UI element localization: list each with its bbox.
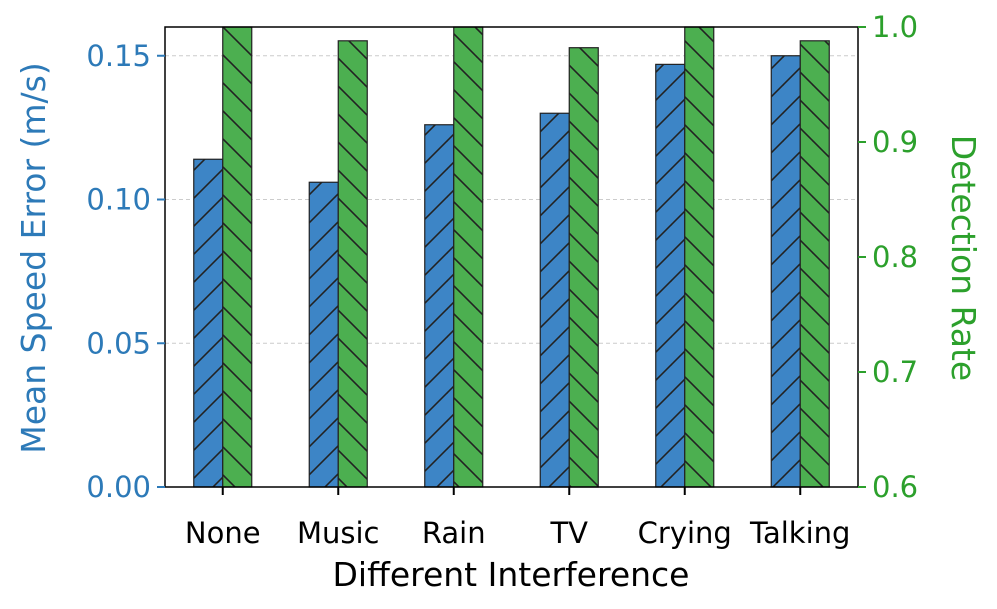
right-tick-label: 0.7 xyxy=(872,355,918,389)
bar-detection-rate-hatch xyxy=(338,40,368,488)
bar-detection-rate-hatch xyxy=(222,27,252,487)
x-axis-title: Different Interference xyxy=(333,555,690,594)
x-tick-label: None xyxy=(185,516,261,550)
bar-detection-rate-hatch xyxy=(800,40,830,488)
gridlines xyxy=(165,55,858,488)
left-axis: 0.00 0.05 0.10 0.15 xyxy=(86,39,165,504)
x-tick-label: Music xyxy=(297,516,380,550)
right-axis: 0.6 0.7 0.8 0.9 1.0 xyxy=(858,10,918,504)
left-tick-label: 0.15 xyxy=(86,39,151,73)
right-axis-title: Detection Rate xyxy=(944,135,983,381)
x-axis: None Music Rain TV Crying Talking xyxy=(185,487,850,550)
bar-speed-error-hatch xyxy=(193,159,223,487)
bar-detection-rate-hatch xyxy=(569,47,599,487)
bar-speed-error-hatch xyxy=(655,64,685,487)
x-tick-label: TV xyxy=(549,516,588,550)
left-tick-label: 0.00 xyxy=(86,470,151,504)
bar-detection-rate-hatch xyxy=(684,27,714,487)
right-tick-label: 0.6 xyxy=(872,470,918,504)
plot-frame xyxy=(164,26,859,488)
bar-detection-rate-hatch xyxy=(453,27,483,487)
x-tick-label: Talking xyxy=(749,516,850,550)
left-axis-title: Mean Speed Error (m/s) xyxy=(14,62,53,453)
bar-speed-error-hatch xyxy=(771,55,801,487)
x-tick-label: Crying xyxy=(638,516,732,550)
right-tick-label: 1.0 xyxy=(872,10,918,44)
x-tick-label: Rain xyxy=(422,516,486,550)
right-tick-label: 0.8 xyxy=(872,240,918,274)
left-tick-label: 0.10 xyxy=(86,183,151,217)
bar-speed-error-hatch xyxy=(309,182,339,487)
left-tick-label: 0.05 xyxy=(86,326,151,360)
bar-speed-error-hatch xyxy=(540,113,570,487)
bar-speed-error-hatch xyxy=(424,124,454,487)
right-tick-label: 0.9 xyxy=(872,125,918,159)
bars xyxy=(193,26,830,488)
